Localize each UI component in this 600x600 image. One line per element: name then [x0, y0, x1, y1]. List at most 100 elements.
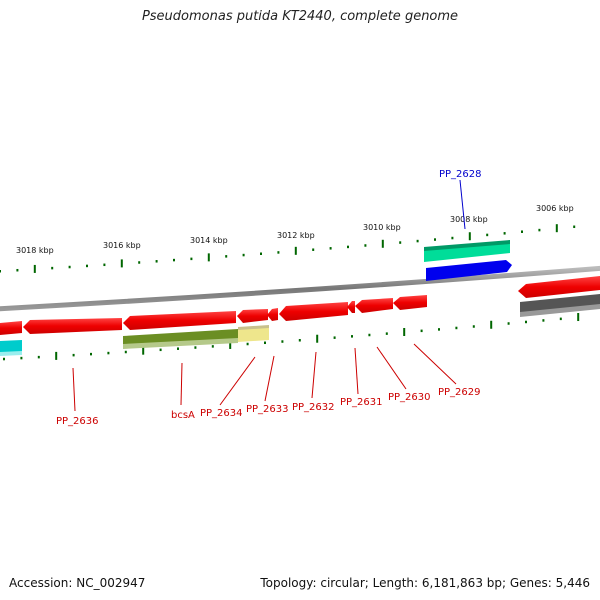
outer-tick: [538, 228, 541, 232]
scale-label-3006: 3006 kbp: [536, 204, 574, 213]
scale-label-3016: 3016 kbp: [103, 241, 141, 250]
gene-label-pp2631[interactable]: PP_2631: [340, 397, 383, 408]
inner-tick: [385, 332, 388, 335]
inner-tick: [559, 317, 562, 321]
outer-tick: [329, 247, 332, 250]
gene-pp2630[interactable]: [355, 298, 393, 313]
accession-text: Accession: NC_002947: [9, 576, 146, 590]
inner-tick: [194, 346, 197, 349]
inner-tick: [490, 320, 493, 329]
inner-tick: [298, 339, 301, 342]
inner-tick: [20, 356, 23, 360]
outer-tick: [573, 225, 576, 229]
gene-label-pp2634[interactable]: PP_2634: [200, 408, 243, 419]
inner-tick: [3, 357, 5, 361]
outer-tick: [16, 268, 19, 272]
outer-tick: [468, 232, 471, 241]
inner-tick: [403, 327, 406, 336]
outer-tick: [33, 264, 36, 273]
inner-tick: [351, 335, 353, 338]
gene-pp2628-teal[interactable]: [424, 242, 510, 262]
outer-tick: [68, 265, 71, 269]
outer-tick: [434, 238, 436, 241]
inner-tick: [177, 347, 179, 350]
genome-summary-text: Topology: circular; Length: 6,181,863 bp…: [260, 576, 590, 590]
inner-tick: [142, 346, 145, 355]
gene-label-pp2633[interactable]: PP_2633: [246, 404, 289, 415]
gene-pp2629[interactable]: [393, 295, 427, 310]
inner-tick: [124, 350, 127, 354]
outer-tick: [120, 259, 123, 268]
outer-tick: [555, 224, 558, 233]
inner-tick: [368, 333, 371, 337]
gene-pp2632[interactable]: [279, 302, 348, 321]
genome-title: Pseudomonas putida KT2440, complete geno…: [141, 9, 459, 24]
inner-tick: [525, 320, 527, 324]
inner-tick: [542, 319, 545, 322]
gene-label-pp2636[interactable]: PP_2636: [56, 416, 99, 427]
inner-tick: [438, 328, 440, 331]
inner-tick: [472, 325, 475, 328]
outer-tick: [242, 253, 245, 257]
genome-backbone: [0, 265, 600, 312]
inner-tick: [229, 340, 232, 349]
inner-tick: [264, 341, 266, 345]
inner-tick: [72, 353, 75, 357]
outer-tick: [207, 253, 210, 262]
inner-tick: [281, 340, 284, 343]
outer-tick: [381, 239, 384, 248]
outer-tick: [190, 257, 193, 261]
gene-label-pp2629[interactable]: PP_2629: [438, 387, 481, 398]
outer-tick: [347, 245, 349, 249]
gene-pp2633[interactable]: [267, 308, 278, 321]
outer-tick: [103, 263, 106, 267]
gene-pp2631[interactable]: [347, 301, 355, 313]
outer-tick: [86, 264, 88, 268]
scale-label-3018: 3018 kbp: [16, 246, 54, 255]
outer-tick: [364, 244, 367, 247]
inner-tick: [420, 329, 423, 333]
scale-label-3010: 3010 kbp: [363, 223, 401, 232]
inner-tick: [507, 322, 510, 325]
outer-tick: [155, 260, 158, 263]
inner-tick: [333, 336, 336, 339]
gene-label-bcsA[interactable]: bcsA: [171, 410, 195, 421]
gene-label-pp2628[interactable]: PP_2628: [439, 169, 482, 180]
inner-tick: [316, 334, 319, 343]
inner-tick: [246, 342, 249, 346]
outer-tick: [225, 255, 228, 258]
inner-tick: [455, 326, 458, 330]
region-cyan[interactable]: [0, 340, 22, 354]
outer-tick: [451, 236, 454, 240]
leader-lines: [72, 343, 457, 412]
outer-tick-row: [0, 224, 576, 273]
gene-right-reverse[interactable]: [518, 276, 600, 298]
scale-label-3014: 3014 kbp: [190, 236, 228, 245]
inner-tick: [90, 352, 92, 356]
outer-tick: [173, 258, 175, 262]
gene-label-pp2630[interactable]: PP_2630: [388, 392, 431, 403]
outer-tick: [312, 248, 315, 251]
gene-pp2628-teal-shade: [424, 240, 510, 251]
outer-tick: [294, 246, 297, 255]
outer-tick: [399, 241, 402, 244]
inner-tick-row: [3, 313, 580, 361]
outer-tick: [138, 261, 141, 264]
leader-line-pp2628: [459, 179, 466, 230]
gene-pp2636[interactable]: [23, 318, 122, 334]
region-khaki[interactable]: [238, 327, 269, 342]
outer-tick: [486, 233, 489, 237]
gene-label-pp2632[interactable]: PP_2632: [292, 402, 335, 413]
region-cyan-shade: [0, 351, 22, 356]
gene-pp2634[interactable]: [237, 309, 268, 323]
gene-left-edge[interactable]: [0, 321, 22, 335]
gene-pp2628-forward[interactable]: [426, 260, 512, 281]
outer-tick: [51, 266, 54, 270]
scale-label-3008: 3008 kbp: [450, 215, 488, 224]
outer-tick: [503, 232, 506, 235]
outer-tick: [0, 270, 1, 273]
outer-tick: [416, 239, 419, 243]
inner-tick: [107, 351, 110, 355]
gene-bcsA[interactable]: [123, 311, 236, 330]
